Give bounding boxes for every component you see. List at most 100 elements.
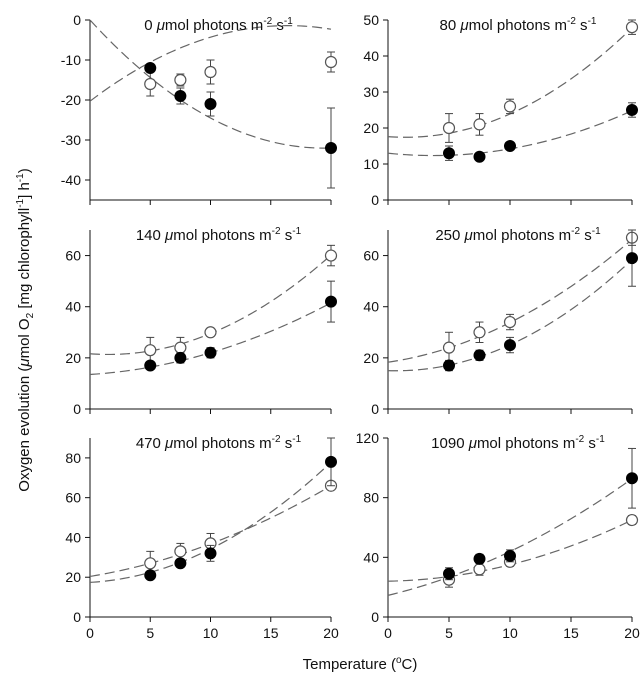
panel-6: 0 40 80 120 0 5 10 15 20 1090 μmol photons m-2 s-… — [356, 430, 640, 641]
data-point-filled — [443, 147, 455, 160]
y-tick-label: 120 — [356, 430, 380, 446]
data-point-filled — [144, 62, 157, 74]
data-point-filled — [473, 349, 486, 362]
data-point-open — [144, 344, 157, 357]
x-tick-label: 5 — [445, 625, 453, 641]
fit-curve-open — [89, 25, 332, 102]
y-tick-label: 20 — [65, 569, 81, 585]
data-point-open — [503, 100, 517, 113]
data-point-open — [174, 545, 187, 558]
y-tick-label: 20 — [363, 350, 379, 366]
data-point-filled — [504, 140, 516, 152]
panel-title: 470 μmol photons m-2 s-1 — [136, 434, 302, 452]
panel-5: 0 20 40 60 80 0 5 10 15 20 470 μmol photons m-2 s-… — [65, 434, 339, 641]
fit-curve-filled — [89, 461, 332, 583]
y-tick-label: 0 — [73, 401, 81, 417]
data-point-open — [625, 513, 639, 527]
data-point-open — [144, 557, 157, 570]
data-point-filled — [443, 567, 455, 580]
data-point-filled — [626, 104, 638, 116]
data-point-open — [324, 55, 338, 69]
y-tick-label: 0 — [371, 192, 379, 208]
y-tick-label: 10 — [363, 156, 379, 172]
y-tick-label: 30 — [363, 84, 379, 100]
y-tick-label: 40 — [363, 549, 379, 565]
data-point-filled — [144, 359, 157, 372]
x-tick-label: 10 — [203, 625, 219, 641]
data-point-filled — [504, 549, 516, 562]
x-tick-label: 20 — [624, 625, 640, 641]
y-tick-label: 80 — [65, 450, 81, 466]
y-tick-label: 40 — [363, 48, 379, 64]
x-tick-label: 0 — [86, 625, 94, 641]
data-point-open — [174, 341, 187, 354]
data-point-open — [442, 341, 456, 354]
panel-4: 0 20 40 60 250 μmol photons m-2 s-1 — [363, 226, 639, 417]
data-point-filled — [626, 252, 638, 265]
y-tick-label: 60 — [65, 490, 81, 506]
y-axis-title: Oxygen evolution (μmol O2 [mg chlorophyl… — [15, 168, 36, 491]
y-tick-label: 0 — [73, 609, 81, 625]
y-tick-label: 0 — [371, 609, 379, 625]
data-point-filled — [473, 552, 486, 565]
y-tick-label: -40 — [61, 172, 81, 188]
data-point-filled — [325, 142, 337, 154]
y-tick-label: -20 — [61, 92, 81, 108]
y-tick-label: 50 — [363, 12, 379, 28]
y-tick-label: 20 — [363, 120, 379, 136]
data-point-filled — [473, 150, 486, 163]
panel-2: 0 10 20 30 40 50 80 μmol photons m-2 s-1 — [363, 12, 639, 208]
data-point-filled — [443, 359, 455, 372]
x-tick-label: 15 — [563, 625, 579, 641]
x-tick-label: 15 — [263, 625, 279, 641]
data-point-open — [144, 77, 157, 91]
x-tick-label: 20 — [323, 625, 339, 641]
y-tick-label: 80 — [363, 490, 379, 506]
data-point-filled — [204, 547, 217, 560]
data-point-open — [473, 118, 486, 131]
y-tick-label: 0 — [73, 12, 81, 28]
data-point-open — [204, 65, 217, 79]
panel-title: 80 μmol photons m-2 s-1 — [440, 16, 597, 34]
data-point-open — [324, 249, 338, 262]
fit-curve-open — [387, 27, 633, 138]
y-tick-label: 40 — [363, 299, 379, 315]
data-point-open — [442, 121, 456, 135]
y-tick-label: 0 — [371, 401, 379, 417]
panel-title: 1090 μmol photons m-2 s-1 — [431, 434, 605, 452]
x-tick-label: 10 — [502, 625, 518, 641]
panels: -40 -30 -20 -10 0 0 μmol photons m-2 s-1 0 10 20… — [61, 12, 640, 641]
data-point-filled — [174, 90, 187, 102]
fit-curve-filled — [89, 19, 332, 149]
data-point-open — [473, 563, 486, 576]
y-tick-label: 40 — [65, 529, 81, 545]
x-tick-label: 5 — [146, 625, 154, 641]
x-axis-title: Temperature (oC) — [303, 655, 418, 673]
data-point-filled — [504, 339, 516, 352]
panel-title: 250 μmol photons m-2 s-1 — [435, 226, 601, 244]
data-point-filled — [204, 98, 217, 110]
x-tick-label: 0 — [384, 625, 392, 641]
data-point-filled — [325, 295, 337, 308]
fit-curve-open — [89, 254, 332, 356]
data-point-open — [473, 326, 486, 339]
fit-curve-open — [89, 485, 332, 578]
data-point-filled — [174, 557, 187, 570]
y-tick-label: 60 — [363, 248, 379, 264]
data-point-open — [204, 326, 217, 339]
panel-title: 140 μmol photons m-2 s-1 — [136, 226, 302, 244]
data-point-open — [174, 73, 187, 87]
data-point-filled — [325, 455, 337, 468]
y-tick-label: 20 — [65, 350, 81, 366]
data-point-open — [625, 21, 639, 34]
y-tick-label: -30 — [61, 132, 81, 148]
panel-title: 0 μmol photons m-2 s-1 — [144, 16, 293, 34]
panel-1: -40 -30 -20 -10 0 0 μmol photons m-2 s-1 — [61, 12, 338, 205]
data-point-open — [503, 315, 517, 329]
data-point-filled — [174, 351, 187, 364]
data-point-filled — [204, 346, 217, 359]
data-point-filled — [144, 569, 157, 582]
fit-curve-filled — [89, 302, 332, 376]
data-point-filled — [626, 472, 638, 485]
